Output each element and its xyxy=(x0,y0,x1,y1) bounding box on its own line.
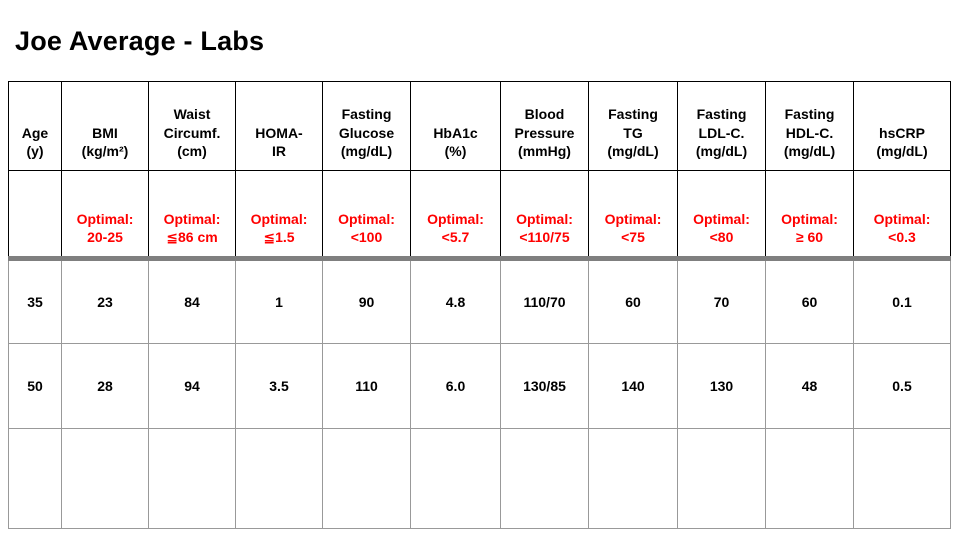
cell-fasting-tg: 60 xyxy=(588,256,678,344)
optimal-hscrp: Optimal: <0.3 xyxy=(853,170,951,259)
column-header-bmi: BMI (kg/m²) xyxy=(61,81,149,171)
cell-hba1c: 6.0 xyxy=(410,343,501,429)
optimal-bmi: Optimal: 20-25 xyxy=(61,170,149,259)
cell-fasting-hdl: 48 xyxy=(765,343,854,429)
cell-homa-ir: 1 xyxy=(235,256,323,344)
table-row: 50 28 94 3.5 110 6.0 130/85 140 130 48 0… xyxy=(8,343,951,429)
cell-age: 35 xyxy=(8,256,62,344)
table-header-row: Age (y) BMI (kg/m²) Waist Circumf. (cm) … xyxy=(8,81,951,171)
optimal-range-row: Optimal: 20-25 Optimal: ≦86 cm Optimal: … xyxy=(8,170,951,259)
cell-fasting-ldl: 130 xyxy=(677,343,766,429)
cell-blood-pressure: 130/85 xyxy=(500,343,589,429)
cell-age: 50 xyxy=(8,343,62,429)
cell-waist xyxy=(148,428,236,529)
column-header-blood-pressure: Blood Pressure (mmHg) xyxy=(500,81,589,171)
optimal-fasting-tg: Optimal: <75 xyxy=(588,170,678,259)
optimal-fasting-hdl: Optimal: ≥ 60 xyxy=(765,170,854,259)
column-header-fasting-glucose: Fasting Glucose (mg/dL) xyxy=(322,81,411,171)
optimal-hba1c: Optimal: <5.7 xyxy=(410,170,501,259)
labs-table: Age (y) BMI (kg/m²) Waist Circumf. (cm) … xyxy=(8,81,951,529)
optimal-waist: Optimal: ≦86 cm xyxy=(148,170,236,259)
column-header-fasting-hdl: Fasting HDL-C. (mg/dL) xyxy=(765,81,854,171)
cell-waist: 94 xyxy=(148,343,236,429)
optimal-fasting-glucose: Optimal: <100 xyxy=(322,170,411,259)
cell-homa-ir: 3.5 xyxy=(235,343,323,429)
page-title: Joe Average - Labs xyxy=(15,26,265,56)
cell-hba1c: 4.8 xyxy=(410,256,501,344)
cell-fasting-glucose: 90 xyxy=(322,256,411,344)
column-header-age: Age (y) xyxy=(8,81,62,171)
column-header-hscrp: hsCRP (mg/dL) xyxy=(853,81,951,171)
column-header-waist: Waist Circumf. (cm) xyxy=(148,81,236,171)
optimal-fasting-ldl: Optimal: <80 xyxy=(677,170,766,259)
cell-hscrp: 0.5 xyxy=(853,343,951,429)
column-header-homa-ir: HOMA- IR xyxy=(235,81,323,171)
cell-fasting-hdl xyxy=(765,428,854,529)
cell-hscrp xyxy=(853,428,951,529)
cell-fasting-glucose: 110 xyxy=(322,343,411,429)
cell-bmi xyxy=(61,428,149,529)
column-header-fasting-tg: Fasting TG (mg/dL) xyxy=(588,81,678,171)
cell-waist: 84 xyxy=(148,256,236,344)
cell-bmi: 28 xyxy=(61,343,149,429)
cell-blood-pressure xyxy=(500,428,589,529)
cell-blood-pressure: 110/70 xyxy=(500,256,589,344)
cell-bmi: 23 xyxy=(61,256,149,344)
cell-homa-ir xyxy=(235,428,323,529)
cell-fasting-tg xyxy=(588,428,678,529)
column-header-hba1c: HbA1c (%) xyxy=(410,81,501,171)
table-row-empty xyxy=(8,428,951,529)
optimal-age xyxy=(8,170,62,259)
table-row: 35 23 84 1 90 4.8 110/70 60 70 60 0.1 xyxy=(8,256,951,344)
cell-hscrp: 0.1 xyxy=(853,256,951,344)
optimal-blood-pressure: Optimal: <110/75 xyxy=(500,170,589,259)
cell-hba1c xyxy=(410,428,501,529)
cell-fasting-ldl: 70 xyxy=(677,256,766,344)
optimal-homa-ir: Optimal: ≦1.5 xyxy=(235,170,323,259)
cell-fasting-tg: 140 xyxy=(588,343,678,429)
cell-fasting-hdl: 60 xyxy=(765,256,854,344)
column-header-fasting-ldl: Fasting LDL-C. (mg/dL) xyxy=(677,81,766,171)
cell-fasting-ldl xyxy=(677,428,766,529)
cell-fasting-glucose xyxy=(322,428,411,529)
cell-age xyxy=(8,428,62,529)
